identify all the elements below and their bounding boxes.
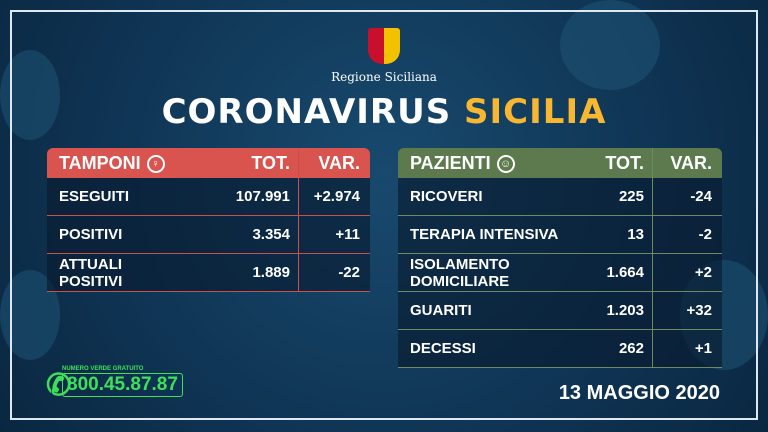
frame xyxy=(10,10,758,420)
table-row: POSITIVI 3.354 +11 xyxy=(47,216,370,254)
row-total: 13 xyxy=(627,226,644,243)
pazienti-header: PAZIENTI ☺ TOT. VAR. xyxy=(398,148,722,178)
phone-label: NUMERO VERDE GRATUITO xyxy=(62,366,144,372)
title-main: CORONAVIRUS xyxy=(161,92,452,132)
table-row: GUARITI 1.203 +32 xyxy=(398,292,722,330)
title-region: SICILIA xyxy=(464,92,607,132)
tamponi-title: TAMPONI xyxy=(59,152,141,173)
var-header: VAR. xyxy=(652,148,722,178)
table-row: ESEGUITI 107.991 +2.974 xyxy=(47,178,370,216)
tot-header: TOT. xyxy=(605,152,644,173)
var-header: VAR. xyxy=(298,148,370,178)
virus-decoration xyxy=(560,0,660,90)
row-variation: -2 xyxy=(652,216,722,253)
table-row: ATTUALI POSITIVI 1.889 -22 xyxy=(47,254,370,292)
table-row: DECESSI 262 +1 xyxy=(398,330,722,368)
swab-icon: ♀ xyxy=(146,154,165,173)
row-total: 225 xyxy=(618,188,644,205)
tamponi-table: TAMPONI ♀ TOT. VAR. ESEGUITI 107.991 +2.9… xyxy=(47,148,370,292)
region-logo xyxy=(368,28,400,64)
row-total: 1.664 xyxy=(606,264,644,281)
row-total: 1.203 xyxy=(606,302,644,319)
row-variation: +11 xyxy=(298,216,370,253)
patient-icon: ☺ xyxy=(496,154,515,173)
row-label: ATTUALI POSITIVI xyxy=(59,255,123,290)
pazienti-title: PAZIENTI xyxy=(410,152,491,173)
row-variation: +1 xyxy=(652,330,722,367)
table-row: ISOLAMENTO DOMICILIARE 1.664 +2 xyxy=(398,254,722,292)
tot-header: TOT. xyxy=(251,152,290,173)
row-total: 1.889 xyxy=(252,264,290,281)
table-row: RICOVERI 225 -24 xyxy=(398,178,722,216)
tamponi-header: TAMPONI ♀ TOT. VAR. xyxy=(47,148,370,178)
row-total: 107.991 xyxy=(235,188,290,205)
row-label: TERAPIA INTENSIVA xyxy=(410,226,559,243)
page-title: CORONAVIRUS SICILIA xyxy=(0,92,768,132)
table-row: TERAPIA INTENSIVA 13 -2 xyxy=(398,216,722,254)
row-variation: -24 xyxy=(652,178,722,215)
row-label: GUARITI xyxy=(410,302,472,319)
row-label: RICOVERI xyxy=(410,188,483,205)
row-label: POSITIVI xyxy=(59,226,123,243)
region-name: Regione Siciliana xyxy=(331,70,437,84)
row-variation: -22 xyxy=(298,254,370,291)
phone-number: 800.45.87.87 xyxy=(62,373,183,397)
row-total: 262 xyxy=(618,340,644,357)
pazienti-table: PAZIENTI ☺ TOT. VAR. RICOVERI 225 -24 TER… xyxy=(398,148,722,368)
row-label: ESEGUITI xyxy=(59,188,130,205)
row-variation: +32 xyxy=(652,292,722,329)
row-label: ISOLAMENTO DOMICILIARE xyxy=(410,255,510,290)
date: 13 MAGGIO 2020 xyxy=(558,382,720,404)
row-label: DECESSI xyxy=(410,340,476,357)
row-total: 3.354 xyxy=(252,226,290,243)
row-variation: +2 xyxy=(652,254,722,291)
row-variation: +2.974 xyxy=(298,178,370,215)
